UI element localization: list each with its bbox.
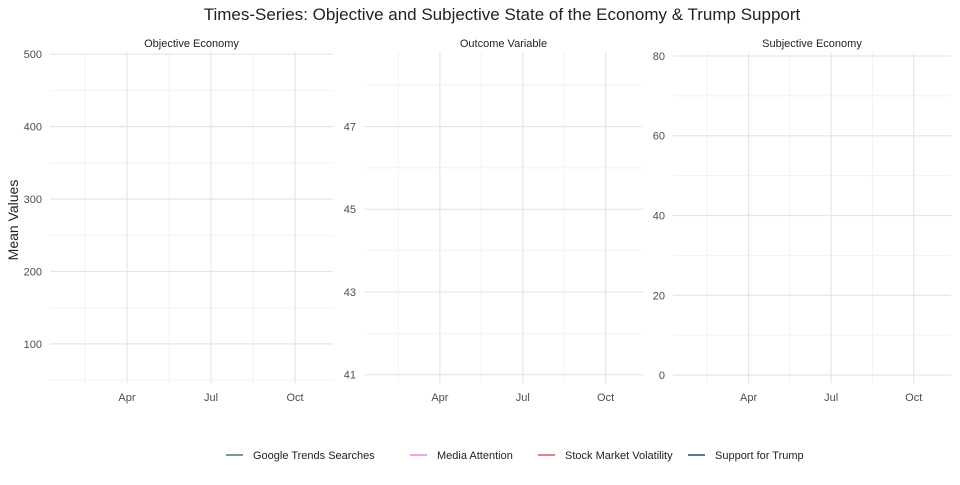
y-tick-label: 47 (344, 121, 356, 133)
x-tick-label: Apr (740, 392, 757, 404)
facet-panel: Outcome Variable 41 43 45 47 Apr Jul Oct (344, 38, 643, 404)
facet-panel: Subjective Economy 0 20 40 60 80 Apr Jul Oct (653, 38, 951, 404)
legend-item: Google Trends Searches (226, 450, 375, 462)
y-axis-label: Mean Values (5, 180, 21, 261)
legend-label: Support for Trump (715, 450, 804, 462)
x-tick-label: Jul (204, 392, 218, 404)
y-tick-label: 80 (653, 51, 665, 63)
y-tick-label: 41 (344, 370, 356, 382)
facet-title: Outcome Variable (460, 38, 547, 50)
x-tick-label: Apr (118, 392, 135, 404)
legend-label: Stock Market Volatility (565, 450, 673, 462)
y-tick-label: 200 (24, 266, 42, 278)
x-tick-label: Jul (824, 392, 838, 404)
legend-item: Support for Trump (688, 450, 804, 462)
legend-label: Google Trends Searches (253, 450, 375, 462)
legend-label: Media Attention (437, 450, 513, 462)
x-tick-label: Oct (905, 392, 922, 404)
y-tick-label: 400 (24, 122, 42, 134)
x-tick-label: Apr (431, 392, 448, 404)
legend-item: Stock Market Volatility (538, 450, 673, 462)
legend-item: Media Attention (410, 450, 513, 462)
y-tick-label: 0 (659, 370, 665, 382)
facet-title: Objective Economy (144, 38, 239, 50)
chart-title: Times-Series: Objective and Subjective S… (204, 5, 801, 24)
y-tick-label: 300 (24, 194, 42, 206)
x-tick-label: Oct (287, 392, 304, 404)
y-tick-label: 40 (653, 211, 665, 223)
y-tick-label: 100 (24, 339, 42, 351)
facet-title: Subjective Economy (762, 38, 862, 50)
legend: Google Trends Searches Media Attention Sto… (226, 450, 804, 462)
x-tick-label: Jul (516, 392, 530, 404)
y-tick-label: 60 (653, 131, 665, 143)
y-tick-label: 45 (344, 204, 356, 216)
y-tick-label: 500 (24, 49, 42, 61)
facet-panel: Objective Economy 100 200 300 400 500 Apr Jul Oc… (24, 38, 333, 404)
y-tick-label: 20 (653, 290, 665, 302)
y-tick-label: 43 (344, 287, 356, 299)
x-tick-label: Oct (597, 392, 614, 404)
